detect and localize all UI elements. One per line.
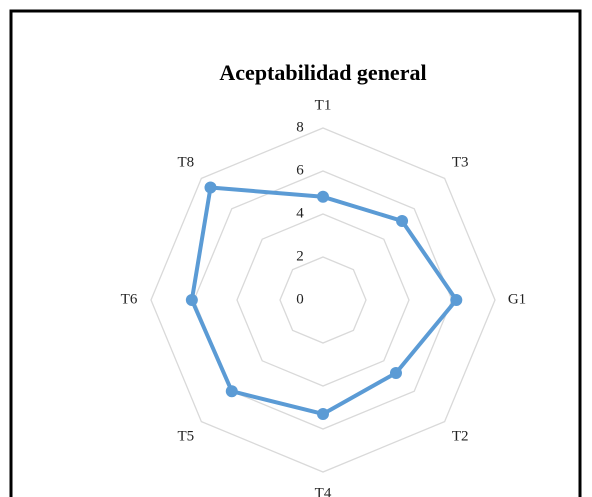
marker xyxy=(204,181,217,194)
category-label: T2 xyxy=(452,429,469,445)
chart-title: Aceptabilidad general xyxy=(219,60,426,85)
grid-ring xyxy=(193,170,453,430)
category-label: T1 xyxy=(315,97,332,113)
category-label: T4 xyxy=(315,485,332,497)
marker xyxy=(396,214,409,227)
tick-label: 6 xyxy=(296,162,304,178)
marker xyxy=(317,407,329,420)
marker xyxy=(389,366,402,379)
marker xyxy=(450,294,463,306)
marker xyxy=(317,190,329,203)
marker xyxy=(225,385,238,398)
category-label: G1 xyxy=(508,291,526,307)
tick-label: 0 xyxy=(296,291,304,307)
frame xyxy=(9,9,582,497)
tick-label: 2 xyxy=(296,248,304,264)
grid-ring xyxy=(236,213,410,387)
category-label: T3 xyxy=(452,154,469,170)
tick-label: 8 xyxy=(296,119,304,135)
grid-ring xyxy=(150,127,496,473)
marker xyxy=(185,294,198,306)
category-label: T6 xyxy=(121,291,138,307)
grid-ring xyxy=(279,256,367,344)
tick-label: 4 xyxy=(296,205,304,221)
category-label: T5 xyxy=(177,429,194,445)
category-label: T8 xyxy=(177,154,194,170)
